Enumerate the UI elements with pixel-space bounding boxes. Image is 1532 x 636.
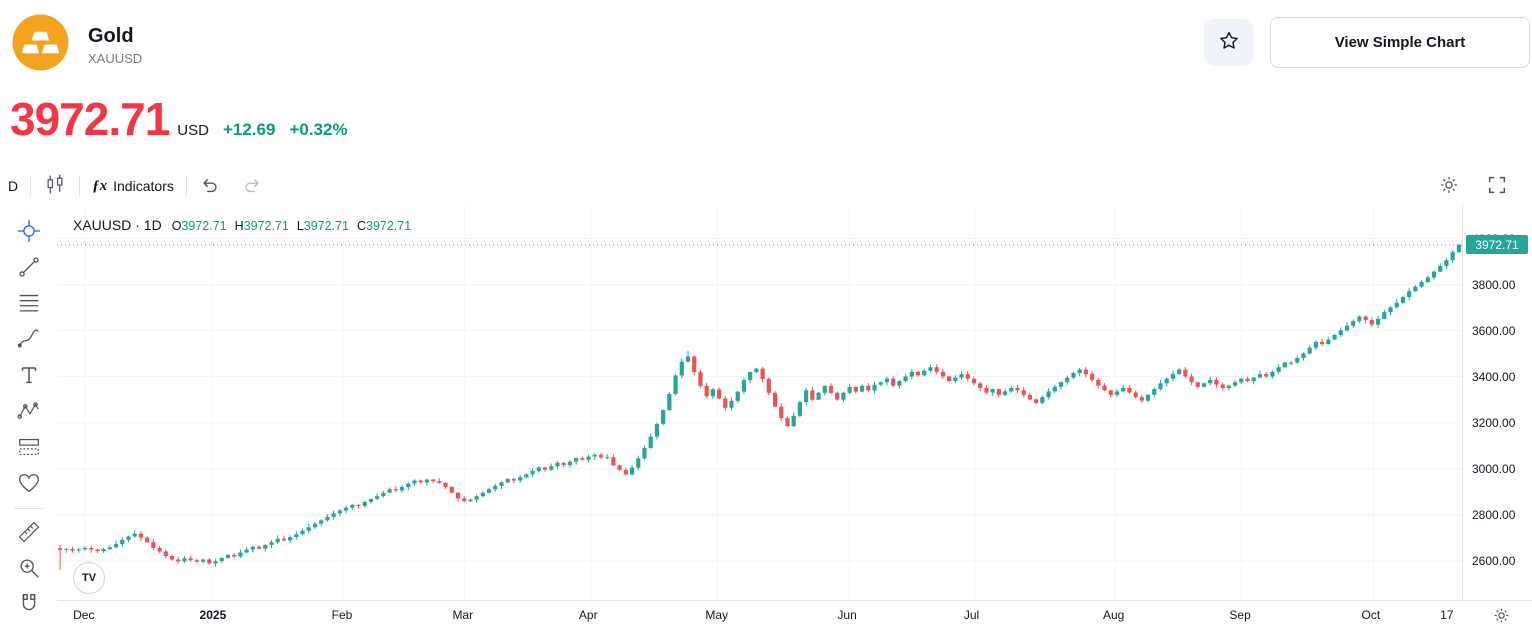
symbol-title: Gold [88, 25, 134, 47]
long-position-icon [16, 434, 42, 463]
price-axis-label: 3200.00 [1472, 415, 1516, 430]
ruler-icon [16, 519, 42, 548]
fullscreen-icon [1486, 174, 1508, 199]
time-axis-label: Feb [331, 608, 353, 622]
redo-icon [241, 174, 263, 199]
zoom-in-icon [16, 555, 42, 584]
legend-high-value: 3972.71 [243, 219, 289, 233]
toolbar-divider [30, 175, 32, 197]
legend-low-value: 3972.71 [303, 219, 349, 233]
legend-symbol: XAUUSD · 1D [73, 217, 162, 233]
indicators-label: Indicators [113, 178, 174, 194]
price-axis-label: 3400.00 [1472, 369, 1516, 384]
tool-trend-line[interactable] [10, 250, 48, 286]
price-change-percent: +0.32% [289, 120, 348, 139]
xabcd-pattern-icon [16, 398, 42, 427]
legend-close-value: 3972.71 [366, 219, 412, 233]
last-price-badge: 3972.71 [1466, 235, 1528, 255]
chart-settings-button[interactable] [1428, 172, 1470, 200]
chart-style-button[interactable] [33, 172, 77, 200]
time-axis-label: Apr [578, 608, 598, 622]
tool-ruler[interactable] [10, 515, 48, 551]
time-axis-label: Dec [73, 608, 95, 622]
price-value: 3972.71 [10, 93, 170, 145]
tool-emoji-heart[interactable] [10, 466, 48, 502]
settings-gear-icon [1438, 174, 1460, 199]
fx-icon: ƒx [92, 177, 108, 194]
favorite-button[interactable] [1204, 19, 1253, 66]
crosshair-icon [16, 218, 42, 247]
tradingview-logo[interactable]: TV [73, 562, 105, 594]
price-axis-label: 3800.00 [1472, 277, 1516, 292]
time-axis-label: 17 [1440, 608, 1454, 622]
view-simple-chart-button[interactable]: View Simple Chart [1270, 17, 1530, 68]
trend-line-icon [16, 254, 42, 283]
legend-close-label: C [356, 219, 366, 233]
timeframe-button[interactable]: D [0, 172, 28, 200]
indicators-button[interactable]: ƒx Indicators [82, 172, 184, 200]
undo-icon [199, 174, 221, 199]
price-axis-label: 2800.00 [1472, 507, 1516, 522]
time-axis[interactable]: Dec 2025 Feb Mar Apr May Jun Jul Aug Sep Oct 17 [57, 600, 1532, 636]
time-axis-label: Jul [963, 608, 980, 622]
price-change-absolute: +12.69 [222, 120, 276, 139]
chart-pane[interactable]: XAUUSD · 1D O3972.71 H3972.71 L3972.71 C… [57, 204, 1462, 600]
price-axis-label: 3000.00 [1472, 461, 1516, 476]
chart-legend: XAUUSD · 1D O3972.71 H3972.71 L3972.71 C… [73, 217, 411, 233]
symbol-code: XAUUSD [88, 51, 143, 66]
brush-icon [16, 326, 42, 355]
price-currency: USD [177, 122, 209, 139]
legend-ohlc: O3972.71 H3972.71 L3972.71 C3972.71 [172, 219, 412, 233]
price-axis[interactable]: 3972.71 4000.003800.003600.003400.003200… [1462, 204, 1532, 600]
legend-high-label: H [234, 219, 244, 233]
candlestick-chart[interactable] [57, 204, 1462, 600]
undo-button[interactable] [189, 172, 231, 200]
tool-xabcd-pattern[interactable] [10, 394, 48, 430]
symbol-header: Gold XAUUSD [88, 24, 142, 66]
chart-toolbar: D ƒx Indicators [0, 168, 1532, 205]
tool-fib-retracement[interactable] [10, 286, 48, 322]
tool-crosshair[interactable] [10, 214, 48, 250]
price-axis-label: 2600.00 [1472, 553, 1516, 568]
tool-text[interactable] [10, 358, 48, 394]
quote-row: 3972.71 USD +12.69 +0.32% [10, 92, 348, 146]
star-icon [1217, 29, 1241, 56]
tool-zoom-in[interactable] [10, 551, 48, 587]
time-axis-label: 2025 [199, 608, 227, 622]
timescale-settings-button[interactable] [1490, 606, 1512, 628]
price-axis-label: 3600.00 [1472, 323, 1516, 338]
redo-button[interactable] [231, 172, 273, 200]
time-axis-label: May [705, 608, 729, 622]
time-axis-label: Mar [452, 608, 474, 622]
time-axis-label: Sep [1229, 608, 1251, 622]
toolbar-divider [79, 175, 81, 197]
drawing-toolbar [0, 204, 58, 635]
legend-open-label: O [171, 219, 182, 233]
candlestick-style-icon [43, 173, 67, 200]
timescale-gear-icon [1492, 608, 1511, 628]
tool-long-position[interactable] [10, 430, 48, 466]
tools-divider [13, 508, 44, 509]
tool-brush[interactable] [10, 322, 48, 358]
toolbar-divider [185, 175, 187, 197]
fullscreen-button[interactable] [1476, 172, 1518, 200]
time-axis-label: Jun [837, 608, 857, 622]
gold-ingots-logo [12, 14, 69, 71]
legend-low-label: L [296, 219, 304, 233]
time-axis-label: Oct [1361, 608, 1381, 622]
time-axis-label: Aug [1102, 608, 1125, 622]
legend-open-value: 3972.71 [181, 219, 227, 233]
fib-retracement-icon [16, 290, 42, 319]
tool-magnet[interactable] [10, 587, 48, 623]
magnet-icon [16, 591, 42, 620]
text-icon [16, 362, 42, 391]
emoji-heart-icon [16, 470, 42, 499]
